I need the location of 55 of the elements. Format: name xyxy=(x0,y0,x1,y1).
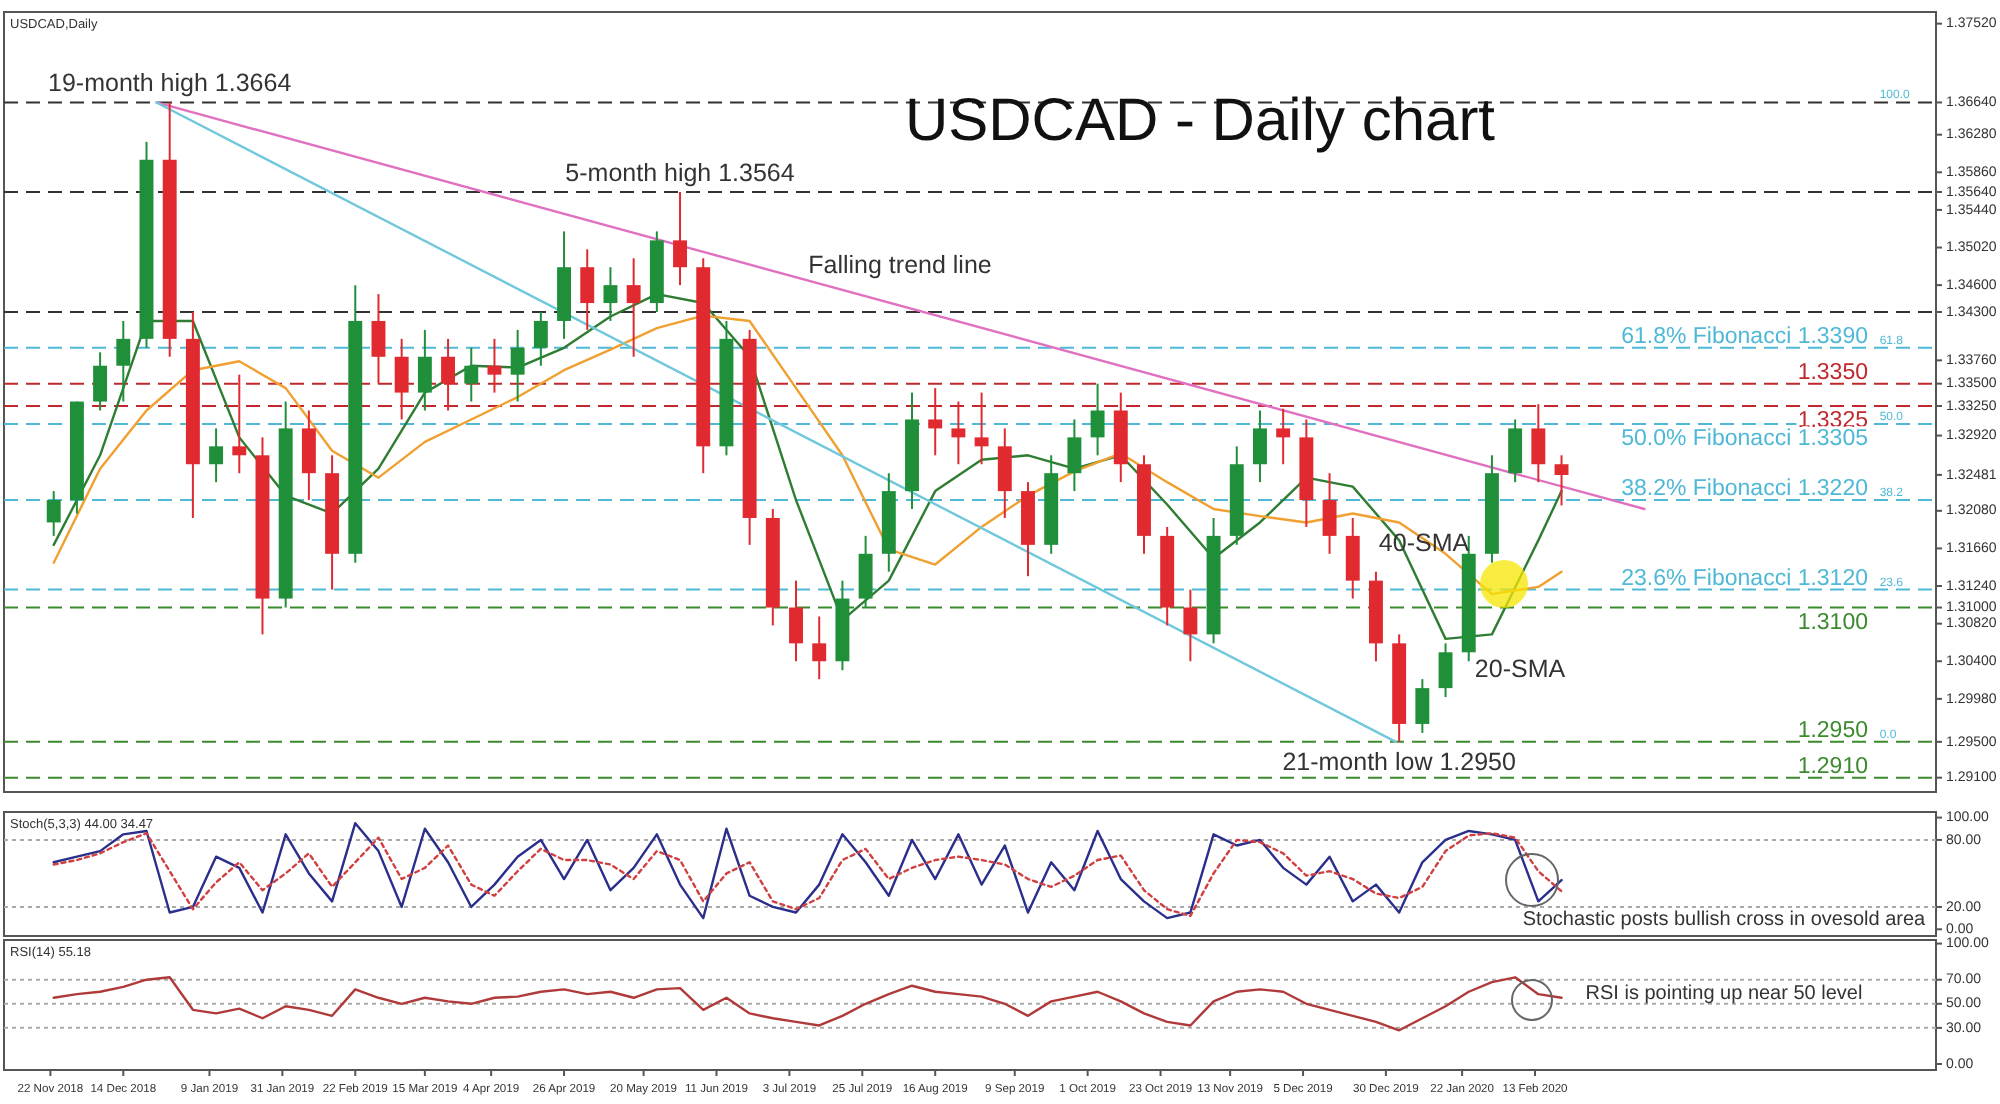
candlestick xyxy=(93,351,108,412)
line-series xyxy=(52,976,1563,1032)
candlestick xyxy=(928,387,943,457)
candlestick xyxy=(673,191,687,287)
ref-line-label: 23.6% Fibonacci 1.3120 xyxy=(1621,566,1868,591)
candlestick xyxy=(997,427,1012,519)
annotation: RSI is pointing up near 50 level xyxy=(1585,983,1863,1006)
candlestick xyxy=(812,615,827,681)
text: USDCAD - Daily chart xyxy=(904,88,1497,154)
candlestick xyxy=(1322,472,1337,555)
candlestick xyxy=(858,534,873,609)
ref-line-label: 1.3350 xyxy=(1797,360,1868,385)
candlestick xyxy=(1345,516,1360,600)
annotation: Falling trend line xyxy=(808,250,992,279)
candlestick xyxy=(1090,382,1105,457)
annotation: Stochastic posts bullish cross in ovesold area xyxy=(1522,909,1927,932)
annotation: 19-month high 1.3664 xyxy=(48,69,292,98)
candlestick xyxy=(1253,409,1267,484)
candlestick xyxy=(417,328,432,412)
candlestick xyxy=(1067,418,1082,493)
candlestick xyxy=(1438,642,1453,699)
candlestick xyxy=(394,337,409,421)
candlestick xyxy=(232,373,247,475)
candlestick xyxy=(116,319,131,403)
candlestick xyxy=(626,257,641,358)
candlestick xyxy=(974,391,989,466)
candlestick xyxy=(789,579,803,663)
candlestick xyxy=(580,248,595,331)
candlestick xyxy=(487,337,502,394)
candlestick xyxy=(46,490,61,537)
annotation: 21-month low 1.2950 xyxy=(1282,748,1516,777)
candlestick xyxy=(533,311,548,367)
ref-line-label: 61.8% Fibonacci 1.3390 xyxy=(1621,324,1868,349)
candlestick xyxy=(1508,418,1523,484)
candlestick xyxy=(371,293,386,385)
candlestick xyxy=(951,400,966,466)
candlestick xyxy=(1415,678,1430,734)
ref-line-label: 1.2910 xyxy=(1797,754,1868,779)
annotation: 20-SMA xyxy=(1474,654,1567,683)
line-series xyxy=(52,292,1563,641)
candlestick xyxy=(464,346,479,403)
candlestick xyxy=(1183,588,1198,663)
candlestick xyxy=(301,409,316,502)
annotation: 5-month high 1.3564 xyxy=(565,158,795,187)
candlestick xyxy=(603,266,618,322)
candlestick xyxy=(510,328,525,403)
candlestick xyxy=(441,337,456,412)
ref-line-label: 1.2950 xyxy=(1797,718,1868,743)
ref-line-label: 38.2% Fibonacci 1.3220 xyxy=(1621,477,1868,502)
candlestick xyxy=(1554,454,1569,507)
ref-line-label: 1.3100 xyxy=(1797,610,1868,635)
candlestick xyxy=(1276,407,1291,466)
candlestick xyxy=(209,427,224,484)
ref-line-label: 50.0% Fibonacci 1.3305 xyxy=(1621,426,1868,451)
candlestick xyxy=(1531,403,1546,484)
